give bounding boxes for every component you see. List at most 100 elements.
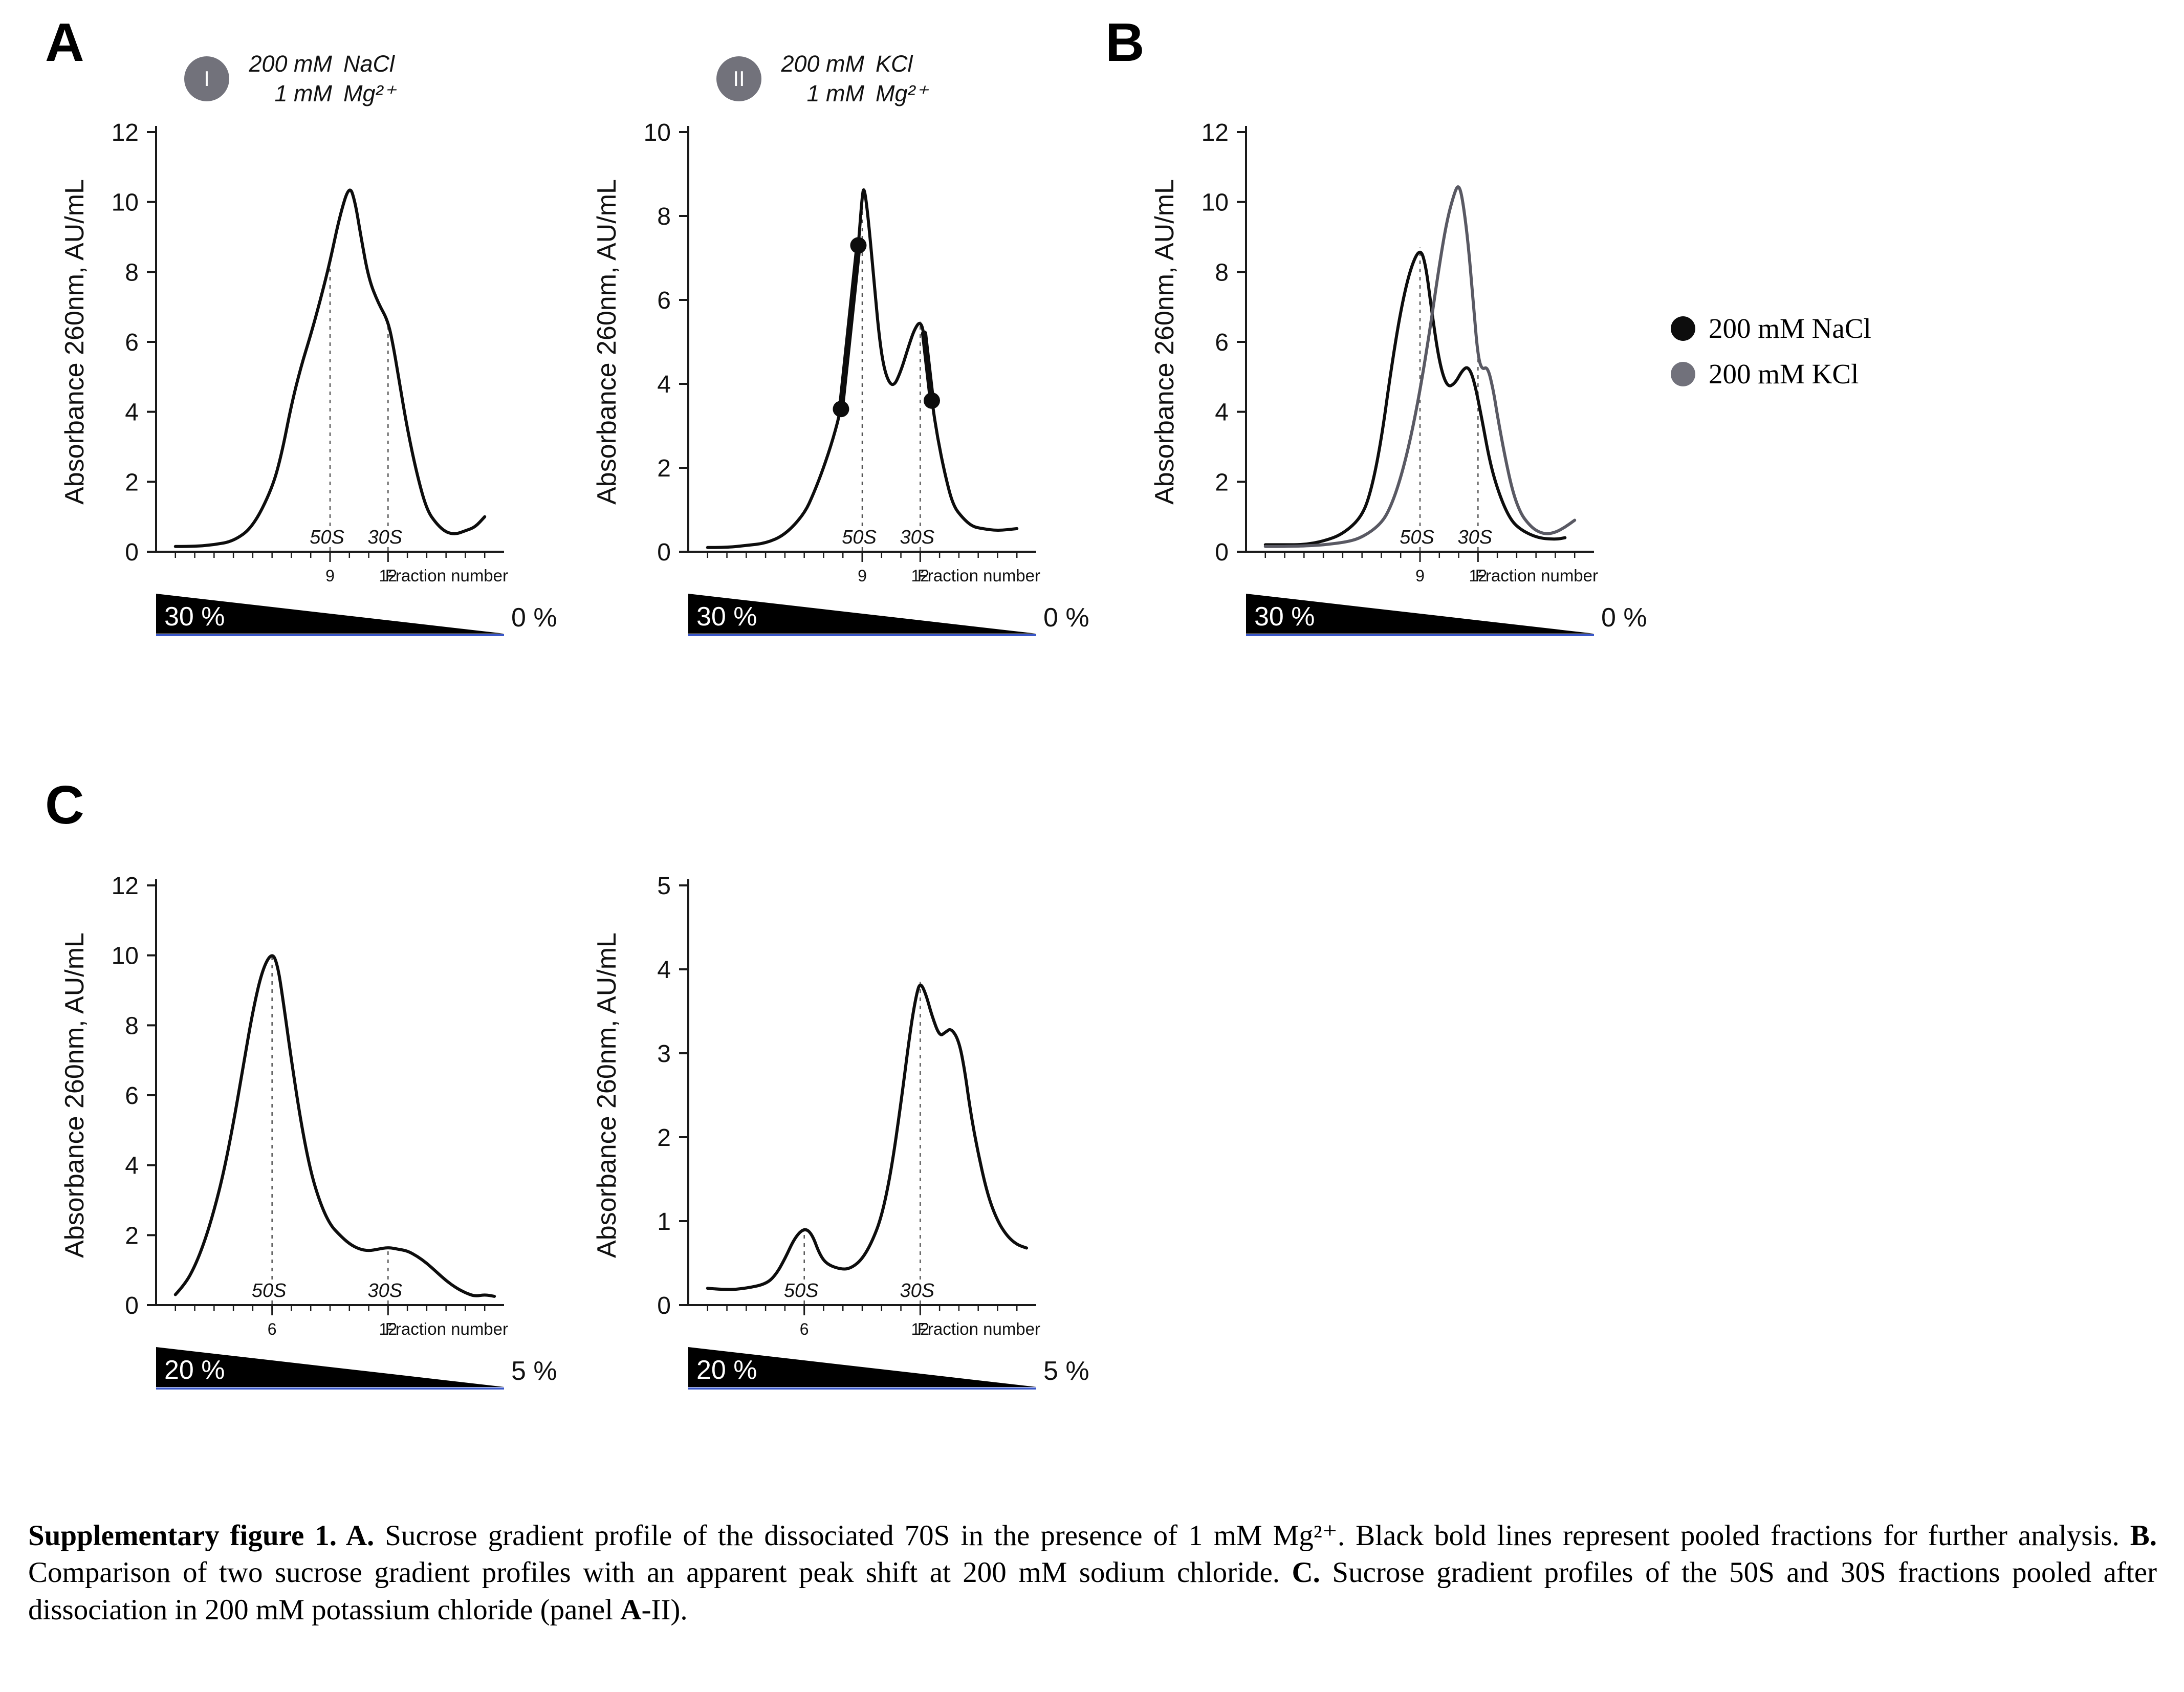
sucrose-gradient-plot-a2: 0 2 4 6 8 10 9 12 Fraction number 50S 30S Absorbanc… bbox=[586, 112, 1098, 680]
svg-text:9: 9 bbox=[858, 567, 867, 585]
svg-text:2: 2 bbox=[1215, 469, 1229, 496]
svg-text:0: 0 bbox=[125, 539, 139, 566]
condition-header-a1: I 200 mM NaCl 1 mM Mg²⁺ bbox=[54, 46, 565, 112]
svg-text:50S: 50S bbox=[842, 527, 877, 548]
svg-text:2: 2 bbox=[125, 1222, 139, 1249]
legend-item-nacl: 200 mM NaCl bbox=[1671, 312, 1871, 344]
svg-text:12: 12 bbox=[379, 567, 398, 585]
svg-text:30S: 30S bbox=[900, 527, 935, 548]
svg-text:6: 6 bbox=[657, 287, 671, 314]
svg-text:50S: 50S bbox=[1400, 527, 1434, 548]
svg-text:30 %: 30 % bbox=[164, 602, 225, 632]
svg-text:50S: 50S bbox=[310, 527, 344, 548]
condition-header-a2: II 200 mM KCl 1 mM Mg²⁺ bbox=[586, 46, 1098, 112]
svg-text:Fraction number: Fraction number bbox=[918, 566, 1040, 585]
svg-text:30S: 30S bbox=[1458, 527, 1493, 548]
svg-text:6: 6 bbox=[125, 329, 139, 356]
panel-label-a: A bbox=[45, 12, 84, 73]
svg-text:0 %: 0 % bbox=[1043, 603, 1089, 633]
svg-text:4: 4 bbox=[657, 957, 671, 984]
svg-text:5: 5 bbox=[657, 873, 671, 900]
svg-text:0: 0 bbox=[657, 1292, 671, 1319]
svg-text:50S: 50S bbox=[784, 1280, 819, 1301]
svg-text:30 %: 30 % bbox=[1254, 602, 1315, 632]
legend: 200 mM NaCl 200 mM KCl bbox=[1671, 312, 1871, 390]
figure-caption: Supplementary figure 1. A. Sucrose gradi… bbox=[28, 1520, 2157, 1626]
svg-text:Fraction number: Fraction number bbox=[385, 1319, 508, 1338]
svg-text:30 %: 30 % bbox=[696, 602, 757, 632]
condition-salt: KCl bbox=[876, 50, 913, 77]
svg-text:2: 2 bbox=[125, 469, 139, 496]
svg-text:6: 6 bbox=[800, 1320, 809, 1338]
svg-text:30S: 30S bbox=[900, 1280, 935, 1301]
roman-numeral-badge-ii: II bbox=[716, 56, 761, 101]
condition-salt: Mg²⁺ bbox=[876, 80, 928, 106]
svg-text:Absorbance 260nm, AU/mL: Absorbance 260nm, AU/mL bbox=[60, 179, 90, 505]
svg-text:Absorbance 260nm, AU/mL: Absorbance 260nm, AU/mL bbox=[60, 932, 90, 1258]
svg-text:9: 9 bbox=[1415, 567, 1425, 585]
svg-text:2: 2 bbox=[657, 455, 671, 482]
svg-text:0 %: 0 % bbox=[1601, 603, 1647, 633]
condition-salt: NaCl bbox=[343, 50, 395, 77]
svg-text:3: 3 bbox=[657, 1040, 671, 1068]
svg-text:12: 12 bbox=[911, 1320, 930, 1338]
svg-text:50S: 50S bbox=[252, 1280, 287, 1301]
svg-text:4: 4 bbox=[125, 399, 139, 426]
svg-text:Fraction number: Fraction number bbox=[1475, 566, 1598, 585]
svg-text:Fraction number: Fraction number bbox=[918, 1319, 1040, 1338]
svg-text:Fraction number: Fraction number bbox=[385, 566, 508, 585]
svg-text:8: 8 bbox=[125, 1012, 139, 1039]
svg-text:4: 4 bbox=[125, 1153, 139, 1180]
svg-text:8: 8 bbox=[125, 259, 139, 286]
chart-c1-container: 0 2 4 6 8 10 12 6 12 Fraction number 50S 30S Absorba… bbox=[54, 865, 565, 1433]
svg-text:5 %: 5 % bbox=[1043, 1356, 1089, 1386]
svg-text:0: 0 bbox=[1215, 539, 1229, 566]
condition-salt: Mg²⁺ bbox=[343, 80, 396, 106]
chart-a2-container: II 200 mM KCl 1 mM Mg²⁺ 0 2 4 6 8 10 9 12 Fraction… bbox=[586, 46, 1098, 680]
svg-text:10: 10 bbox=[112, 189, 139, 216]
svg-text:Absorbance 260nm, AU/mL: Absorbance 260nm, AU/mL bbox=[592, 932, 622, 1258]
panel-label-c: C bbox=[45, 775, 84, 835]
chart-a1-container: I 200 mM NaCl 1 mM Mg²⁺ 0 2 4 6 8 10 12 9 12 Fracti… bbox=[54, 46, 565, 680]
nacl-dot-icon bbox=[1671, 316, 1695, 341]
svg-text:2: 2 bbox=[657, 1124, 671, 1152]
kcl-dot-icon bbox=[1671, 361, 1695, 386]
svg-text:10: 10 bbox=[1202, 189, 1229, 216]
svg-text:6: 6 bbox=[125, 1082, 139, 1110]
condition-amount: 1 mM bbox=[274, 80, 333, 106]
chart-b-container: 0 2 4 6 8 10 12 9 12 Fraction number 50S 30S Absorba… bbox=[1144, 112, 1655, 680]
sucrose-gradient-plot-c1: 0 2 4 6 8 10 12 6 12 Fraction number 50S 30S Absorba… bbox=[54, 865, 565, 1433]
svg-text:30S: 30S bbox=[368, 527, 403, 548]
roman-numeral-badge-i: I bbox=[184, 56, 229, 101]
svg-text:10: 10 bbox=[644, 119, 671, 146]
svg-text:8: 8 bbox=[657, 203, 671, 230]
condition-amount: 200 mM bbox=[781, 50, 864, 77]
panel-label-b: B bbox=[1105, 12, 1145, 73]
svg-text:4: 4 bbox=[1215, 399, 1229, 426]
svg-text:12: 12 bbox=[379, 1320, 398, 1338]
svg-text:20 %: 20 % bbox=[164, 1355, 225, 1385]
svg-text:1: 1 bbox=[657, 1208, 671, 1235]
svg-text:5 %: 5 % bbox=[511, 1356, 557, 1386]
svg-text:12: 12 bbox=[112, 873, 139, 900]
svg-text:6: 6 bbox=[268, 1320, 277, 1338]
svg-text:Absorbance 260nm, AU/mL: Absorbance 260nm, AU/mL bbox=[1150, 179, 1180, 505]
svg-text:0 %: 0 % bbox=[511, 603, 557, 633]
legend-label-kcl: 200 mM KCl bbox=[1709, 358, 1859, 389]
condition-amount: 1 mM bbox=[806, 80, 865, 106]
svg-text:12: 12 bbox=[112, 119, 139, 146]
legend-item-kcl: 200 mM KCl bbox=[1671, 358, 1871, 390]
svg-text:4: 4 bbox=[657, 371, 671, 398]
svg-text:12: 12 bbox=[1202, 119, 1229, 146]
buffer-conditions-a2: 200 mM KCl 1 mM Mg²⁺ bbox=[780, 49, 927, 109]
legend-label-nacl: 200 mM NaCl bbox=[1709, 313, 1871, 344]
sucrose-gradient-plot-a1: 0 2 4 6 8 10 12 9 12 Fraction number 50S 30S Absorba… bbox=[54, 112, 565, 680]
svg-text:0: 0 bbox=[657, 539, 671, 566]
svg-text:0: 0 bbox=[125, 1292, 139, 1319]
svg-text:8: 8 bbox=[1215, 259, 1229, 286]
svg-text:Absorbance 260nm, AU/mL: Absorbance 260nm, AU/mL bbox=[592, 179, 622, 505]
svg-text:10: 10 bbox=[112, 943, 139, 970]
sucrose-gradient-plot-b: 0 2 4 6 8 10 12 9 12 Fraction number 50S 30S Absorba… bbox=[1144, 112, 1655, 680]
sucrose-gradient-plot-c2: 0 1 2 3 4 5 6 12 Fraction number 50S 30S Absorbance… bbox=[586, 865, 1098, 1433]
buffer-conditions-a1: 200 mM NaCl 1 mM Mg²⁺ bbox=[248, 49, 395, 109]
